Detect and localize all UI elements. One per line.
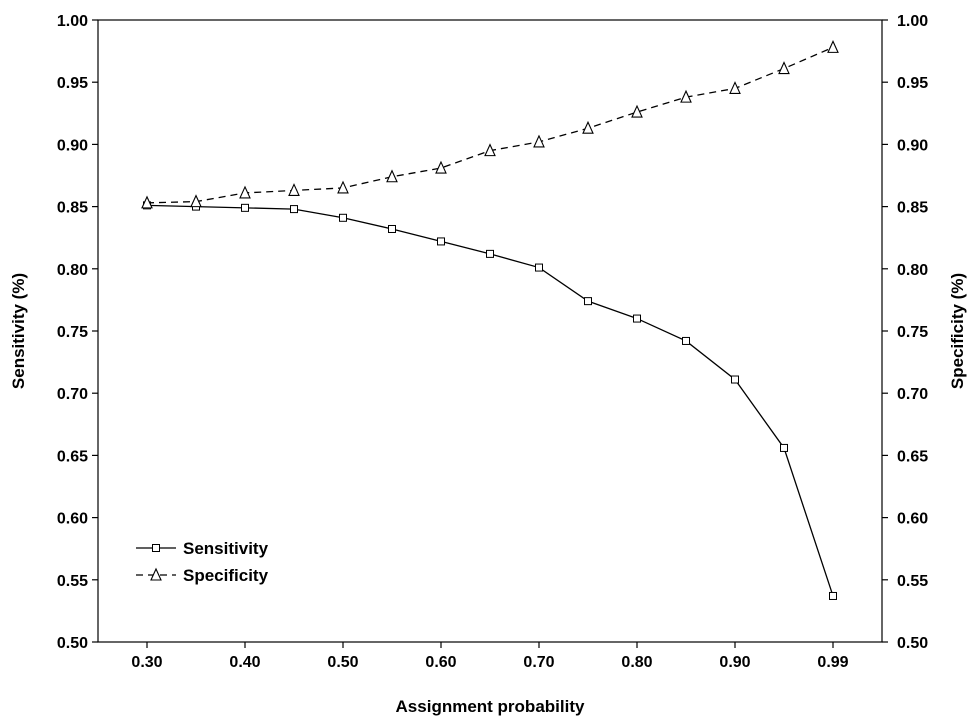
- sensitivity-point: [486, 249, 494, 258]
- sensitivity-point: [437, 237, 445, 246]
- specificity-point: [386, 169, 398, 183]
- legend-marker-specificity: [150, 567, 162, 581]
- y-tick-label-right: 0.85: [897, 200, 928, 217]
- x-tick-label: 0.99: [817, 654, 848, 671]
- x-axis-title: Assignment probability: [396, 697, 585, 716]
- sensitivity-point: [339, 213, 347, 222]
- y-tick-label-left: 0.65: [57, 448, 88, 465]
- specificity-point: [827, 40, 839, 53]
- specificity-point: [582, 120, 594, 134]
- legend-label-specificity: Specificity: [183, 566, 269, 585]
- x-tick-label: 0.30: [131, 654, 162, 671]
- y-tick-label-left: 0.50: [57, 635, 88, 652]
- y-tick-label-left: 0.90: [57, 137, 88, 154]
- y-tick-label-right: 0.95: [897, 75, 928, 92]
- specificity-point: [680, 89, 692, 103]
- legend: Sensitivity Specificity: [136, 539, 269, 585]
- specificity-point: [141, 195, 153, 209]
- y-tick-label-left: 1.00: [57, 13, 88, 30]
- y-tick-label-right: 0.90: [897, 137, 928, 154]
- specificity-line: [146, 46, 834, 204]
- sensitivity-point: [731, 375, 739, 384]
- sensitivity-point: [682, 336, 690, 345]
- sensitivity-point: [829, 591, 837, 600]
- y-tick-label-left: 0.60: [57, 511, 88, 528]
- x-tick-label: 0.40: [229, 654, 260, 671]
- y-tick-label-left: 0.55: [57, 573, 88, 590]
- x-tick-label: 0.80: [621, 654, 652, 671]
- y-tick-label-right: 0.60: [897, 511, 928, 528]
- sensitivity-point: [633, 314, 641, 323]
- specificity-point: [435, 160, 447, 174]
- x-tick-label: 0.90: [719, 654, 750, 671]
- y-tick-label-right: 0.80: [897, 262, 928, 279]
- y-tick-label-right: 0.55: [897, 573, 928, 590]
- sensitivity-point: [780, 443, 788, 452]
- x-tick-label: 0.50: [327, 654, 358, 671]
- y-tick-label-right: 0.50: [897, 635, 928, 652]
- y-tick-label-right: 0.65: [897, 448, 928, 465]
- specificity-point: [288, 183, 300, 196]
- sensitivity-point: [241, 203, 249, 212]
- specificity-point: [337, 180, 349, 194]
- y-tick-label-left: 0.85: [57, 200, 88, 217]
- sensitivity-point: [388, 224, 396, 233]
- series-layer: [141, 40, 839, 600]
- y-tick-label-left: 0.95: [57, 75, 88, 92]
- y-tick-label-right: 0.75: [897, 324, 928, 341]
- specificity-point: [778, 61, 790, 75]
- legend-label-sensitivity: Sensitivity: [183, 539, 269, 558]
- y-tick-label-left: 0.70: [57, 386, 88, 403]
- legend-marker-sensitivity: [152, 544, 160, 552]
- y-tick-label-right: 1.00: [897, 13, 928, 30]
- sensitivity-point: [584, 297, 592, 306]
- legend-item-sensitivity: Sensitivity: [136, 539, 269, 558]
- y-tick-label-right: 0.70: [897, 386, 928, 403]
- specificity-point: [484, 143, 496, 157]
- legend-item-specificity: Specificity: [136, 566, 269, 585]
- sensitivity-point: [290, 205, 298, 214]
- specificity-point: [729, 81, 741, 94]
- x-tick-label: 0.60: [425, 654, 456, 671]
- specificity-point: [631, 104, 643, 118]
- sensitivity-line: [146, 204, 834, 597]
- y-axis-title-right: Specificity (%): [948, 273, 967, 389]
- y-tick-label-left: 0.80: [57, 262, 88, 279]
- y-tick-label-left: 0.75: [57, 324, 88, 341]
- series-specificity: [141, 40, 839, 209]
- ticks-layer: 0.50 0.50 0.55 0.55 0.60 0.60 0.65 0.65 0.70 0.70…: [57, 13, 928, 671]
- specificity-point: [239, 185, 251, 199]
- specificity-point: [190, 194, 202, 208]
- sensitivity-point: [535, 263, 543, 272]
- x-tick-label: 0.70: [523, 654, 554, 671]
- specificity-point: [533, 134, 545, 148]
- y-axis-title-left: Sensitivity (%): [9, 273, 28, 389]
